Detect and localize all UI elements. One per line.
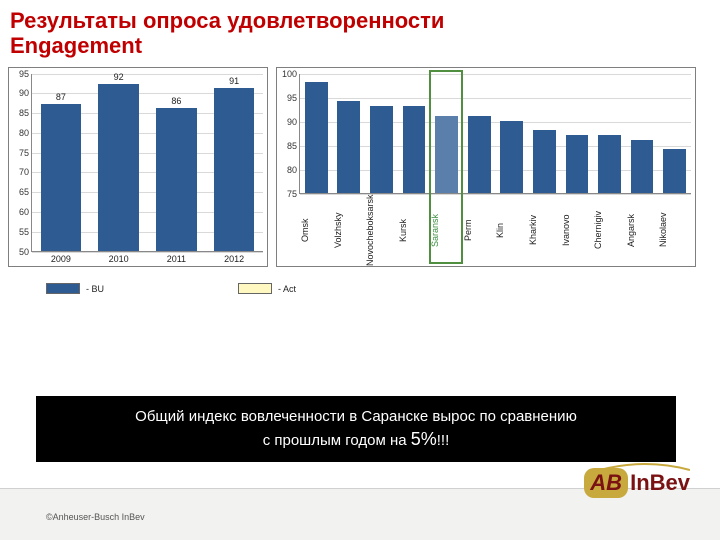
copyright-text: ©Anheuser-Busch InBev: [46, 512, 145, 522]
city-chart-plot: 7580859095100OmskVolzhskyNovocheboksarsk…: [299, 74, 691, 194]
bar: [337, 101, 360, 192]
legend-bu-label: - BU: [86, 284, 104, 294]
y-tick: 55: [19, 227, 32, 237]
bar: [500, 121, 523, 193]
y-tick: 65: [19, 187, 32, 197]
bar-value-label: 91: [229, 76, 239, 86]
legend-bu: - BU: [46, 283, 104, 294]
logo-ab-text: AB: [584, 468, 628, 498]
bar-value-label: 86: [171, 96, 181, 106]
abinbev-logo: AB InBev: [584, 468, 690, 498]
charts-row: 50 55 60 65 70 75 80 85 90 95 87 92 86 91 200920102011…: [0, 63, 720, 267]
x-label: Chernigiv: [593, 196, 626, 266]
y-tick: 70: [19, 167, 32, 177]
bar: [305, 82, 328, 192]
callout-line2b: !!!: [437, 432, 450, 449]
legend-act: - Act: [238, 283, 296, 294]
bar: [214, 88, 254, 250]
x-label: 2012: [205, 254, 263, 264]
bar: [435, 116, 458, 193]
bar: [631, 140, 654, 193]
y-tick: 50: [19, 247, 32, 257]
logo-inbev-text: InBev: [630, 470, 690, 496]
bar: [533, 130, 556, 192]
y-tick: 95: [19, 69, 32, 79]
y-tick: 90: [287, 117, 300, 127]
bar: [370, 106, 393, 192]
x-label: Angarsk: [626, 196, 659, 266]
callout-line1: Общий индекс вовлеченности в Саранске вы…: [135, 408, 577, 425]
yearly-chart-plot: 5055606570758085909587928691200920102011…: [31, 74, 263, 252]
y-tick: 100: [282, 69, 300, 79]
y-tick: 95: [287, 93, 300, 103]
bar: [566, 135, 589, 193]
y-tick: 75: [19, 148, 32, 158]
x-label: Volzhsky: [333, 196, 366, 266]
city-chart: 75 80 85 90 95 100 OmskVolzhskyNovocheboksarsk…: [276, 67, 696, 267]
bar: [663, 149, 686, 192]
callout-pct: 5%: [411, 429, 437, 449]
bar: [98, 84, 138, 250]
title-line-1: Результаты опроса удовлетворенности: [10, 8, 444, 33]
bar: [41, 104, 81, 250]
bar-value-label: 92: [114, 72, 124, 82]
x-label: Kharkiv: [528, 196, 561, 266]
y-tick: 75: [287, 189, 300, 199]
x-label: Klin: [495, 196, 528, 266]
bar: [598, 135, 621, 193]
bar: [156, 108, 196, 250]
y-tick: 90: [19, 88, 32, 98]
x-label: Saransk: [430, 196, 463, 266]
x-label: Novocheboksarsk: [365, 196, 398, 266]
callout-box: Общий индекс вовлеченности в Саранске вы…: [36, 396, 676, 462]
y-tick: 80: [19, 128, 32, 138]
bar-value-label: 87: [56, 92, 66, 102]
legend-bu-swatch: [46, 283, 80, 294]
logo-swoosh-icon: [600, 462, 690, 472]
x-label: Perm: [463, 196, 496, 266]
bar: [468, 116, 491, 193]
x-label: 2010: [90, 254, 148, 264]
callout-line2a: с прошлым годом на: [263, 432, 411, 449]
x-label: Nikolaev: [658, 196, 691, 266]
legend-act-label: - Act: [278, 284, 296, 294]
x-label: 2011: [148, 254, 206, 264]
bar: [403, 106, 426, 192]
y-tick: 80: [287, 165, 300, 175]
x-label: Ivanovo: [561, 196, 594, 266]
yearly-chart: 50 55 60 65 70 75 80 85 90 95 87 92 86 91 200920102011…: [8, 67, 268, 267]
x-label: Omsk: [300, 196, 333, 266]
y-tick: 85: [19, 108, 32, 118]
title-line-2: Engagement: [10, 33, 142, 58]
legend-act-swatch: [238, 283, 272, 294]
x-label: Kursk: [398, 196, 431, 266]
x-label: 2009: [32, 254, 90, 264]
y-tick: 60: [19, 207, 32, 217]
page-title: Результаты опроса удовлетворенности Enga…: [0, 0, 720, 63]
y-tick: 85: [287, 141, 300, 151]
